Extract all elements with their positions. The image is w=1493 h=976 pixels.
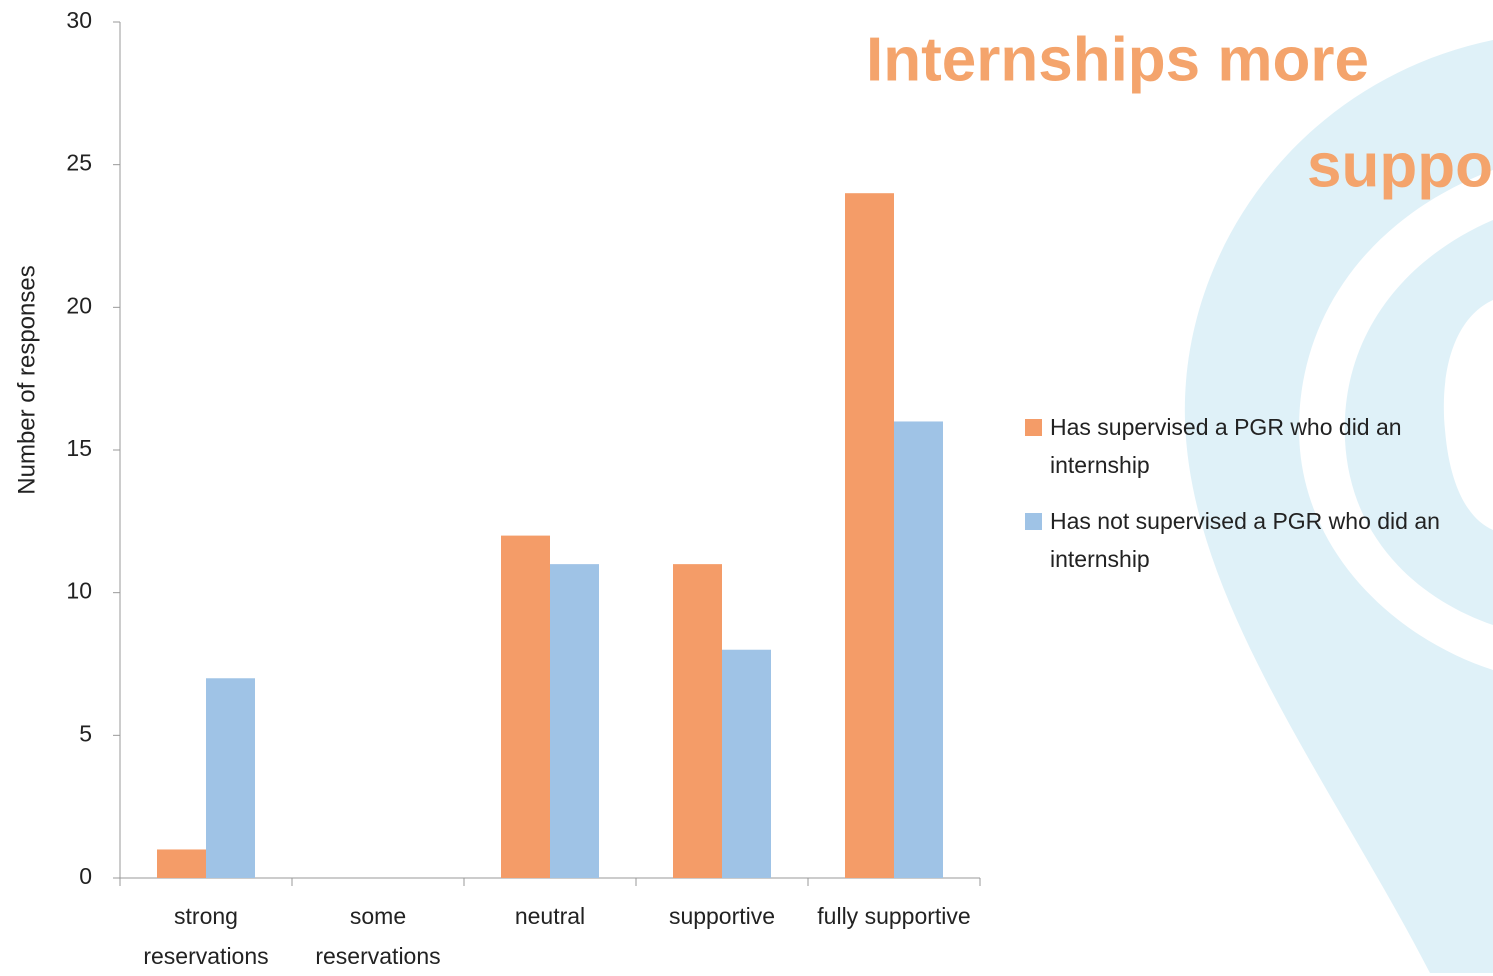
y-tick-label: 10 — [66, 578, 92, 604]
legend-item: Has not supervised a PGR who did an inte… — [1025, 502, 1485, 578]
title: Internships more — [866, 25, 1369, 94]
bar — [157, 849, 206, 878]
bar — [845, 193, 894, 878]
y-axis-label: Number of responses — [13, 265, 40, 494]
legend-label: Has not supervised a PGR who did an inte… — [1050, 502, 1485, 578]
bar — [722, 650, 771, 878]
x-tick-label: fully supportive — [808, 896, 980, 936]
bar — [673, 564, 722, 878]
bar — [550, 564, 599, 878]
legend-label: Has supervised a PGR who did an internsh… — [1050, 408, 1485, 484]
title: suppo — [1307, 131, 1493, 200]
y-tick-label: 15 — [66, 435, 92, 461]
y-tick-label: 30 — [66, 7, 92, 33]
legend-item: Has supervised a PGR who did an internsh… — [1025, 408, 1485, 484]
x-tick-label: some reservations — [292, 896, 464, 976]
x-tick-label: neutral — [464, 896, 636, 936]
chart: Internships more suppo Number of respons… — [0, 0, 1493, 973]
page: Internships more suppo Number of respons… — [0, 0, 1493, 973]
bar — [501, 536, 550, 878]
bar — [894, 421, 943, 878]
legend-swatch — [1025, 419, 1042, 436]
bar — [206, 678, 255, 878]
y-tick-label: 0 — [79, 863, 92, 889]
legend-swatch — [1025, 513, 1042, 530]
y-tick-label: 25 — [66, 150, 92, 176]
y-tick-label: 20 — [66, 292, 92, 318]
y-tick-label: 5 — [79, 720, 92, 746]
x-tick-label: supportive — [636, 896, 808, 936]
x-tick-label: strong reservations — [120, 896, 292, 976]
